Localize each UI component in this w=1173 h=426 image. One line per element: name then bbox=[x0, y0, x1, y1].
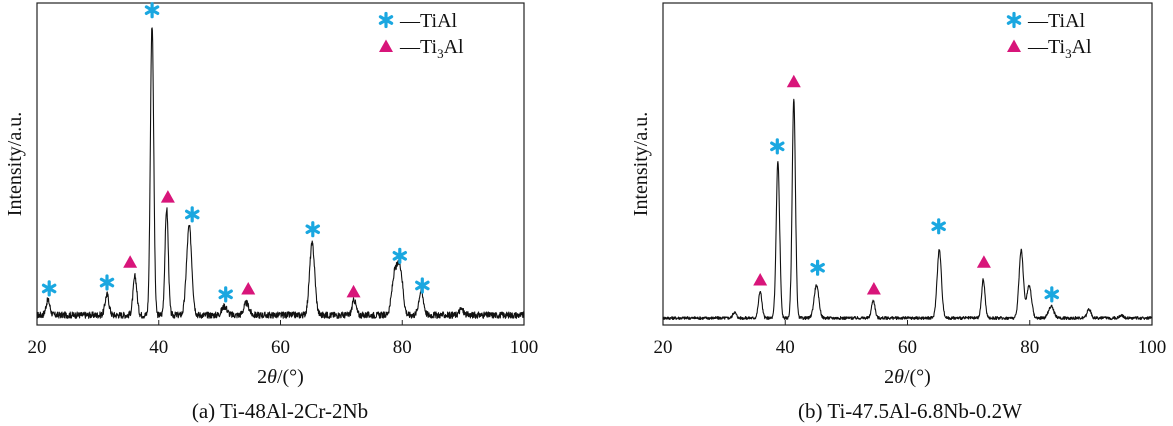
x-axis-title: 2θ/(°) bbox=[884, 366, 931, 388]
tial-peak-marker bbox=[1044, 286, 1059, 303]
legend-ti3al-icon bbox=[379, 39, 393, 52]
tial-peak-marker bbox=[144, 2, 160, 19]
x-tick-label: 80 bbox=[1020, 337, 1039, 358]
tial-peak-marker bbox=[305, 221, 320, 238]
legend-tial-icon bbox=[378, 11, 394, 29]
ti3al-peak-marker bbox=[753, 273, 768, 286]
x-tick-label: 100 bbox=[1138, 337, 1167, 358]
tial-peak-marker bbox=[392, 247, 407, 264]
xrd-trace bbox=[662, 98, 1153, 321]
tial-peak-marker bbox=[415, 277, 430, 294]
tial-peak-marker bbox=[770, 138, 785, 155]
panel-b: 20 40 60 80 100 2θ/(°) Intensity/a.u. (b) Ti-47… bbox=[630, 2, 1167, 423]
panel-caption: (b) Ti-47.5Al-6.8Nb-0.2W bbox=[798, 399, 1022, 423]
legend: —TiAl —Ti3Al bbox=[378, 10, 464, 61]
legend-label: —Ti3Al bbox=[1027, 36, 1092, 61]
legend-label: —TiAl bbox=[1027, 10, 1086, 32]
tial-peak-marker bbox=[218, 286, 233, 303]
ti3al-peak-marker bbox=[123, 255, 138, 268]
tial-peak-marker bbox=[41, 280, 57, 297]
y-axis-title: Intensity/a.u. bbox=[630, 112, 652, 216]
ti3al-peak-marker bbox=[241, 281, 256, 295]
panel-caption: (a) Ti-48Al-2Cr-2Nb bbox=[192, 399, 368, 423]
legend-tial-icon bbox=[1006, 11, 1022, 29]
x-axis-title: 2θ/(°) bbox=[257, 366, 304, 388]
panel-a: 20 40 60 80 100 2θ/(°) Intensity/a.u. (a) Ti-48… bbox=[4, 2, 539, 423]
ti3al-peak-marker bbox=[866, 281, 881, 295]
x-tick-label: 60 bbox=[898, 337, 917, 358]
x-tick-label: 60 bbox=[271, 337, 290, 358]
tial-peak-marker bbox=[185, 206, 200, 223]
x-tick-label: 40 bbox=[776, 337, 795, 358]
tial-peak-marker bbox=[810, 259, 825, 276]
legend-label: —TiAl bbox=[399, 10, 458, 32]
legend-label: —Ti3Al bbox=[399, 36, 464, 61]
x-tick-label: 80 bbox=[393, 337, 412, 358]
xrd-trace bbox=[36, 27, 525, 319]
ti3al-peak-marker bbox=[786, 74, 801, 88]
x-tick-label: 100 bbox=[510, 337, 539, 358]
legend-ti3al-icon bbox=[1007, 39, 1021, 52]
x-tick-label: 40 bbox=[149, 337, 168, 358]
legend: —TiAl —Ti3Al bbox=[1006, 10, 1092, 61]
y-axis-title: Intensity/a.u. bbox=[4, 112, 26, 216]
ti3al-peak-marker bbox=[346, 284, 361, 298]
tial-peak-marker bbox=[931, 218, 946, 235]
tial-peak-marker bbox=[99, 274, 115, 291]
ti3al-peak-marker bbox=[976, 255, 991, 268]
ti3al-peak-marker bbox=[160, 190, 175, 203]
x-tick-label: 20 bbox=[28, 337, 47, 358]
x-tick-label: 20 bbox=[654, 337, 673, 358]
